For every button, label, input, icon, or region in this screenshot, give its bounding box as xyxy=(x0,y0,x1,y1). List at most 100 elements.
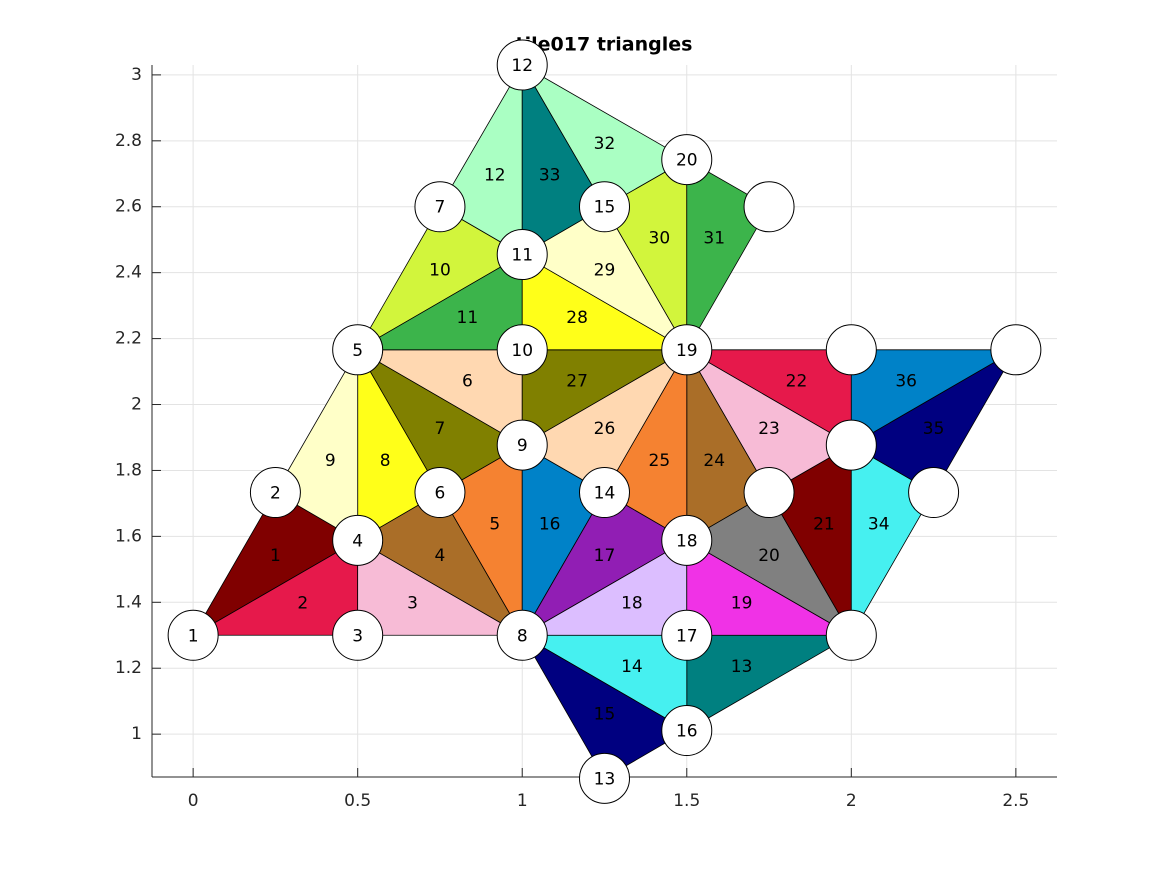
chart-title: tile017 triangles xyxy=(516,34,693,56)
node-label: 2 xyxy=(270,484,281,504)
triangle-label: 21 xyxy=(813,514,835,534)
node xyxy=(496,419,548,471)
node xyxy=(579,752,630,804)
triangle-label: 9 xyxy=(325,451,336,471)
node xyxy=(661,705,713,757)
x-tick-label: 2.5 xyxy=(1002,791,1029,811)
node xyxy=(743,467,795,519)
triangle-label: 7 xyxy=(435,419,446,439)
triangle-label: 25 xyxy=(649,451,671,471)
node xyxy=(249,467,301,519)
x-tick-label: 1.5 xyxy=(673,791,700,811)
y-tick-label: 2.8 xyxy=(115,131,142,151)
triangle-label: 2 xyxy=(297,594,308,614)
node xyxy=(579,467,630,519)
node xyxy=(661,609,713,661)
node-label: 3 xyxy=(352,626,363,646)
node-label: 11 xyxy=(511,246,533,266)
node-label: 18 xyxy=(676,531,698,551)
triangle-label: 18 xyxy=(621,594,643,614)
x-tick-label: 0.5 xyxy=(344,791,371,811)
node-label: 9 xyxy=(517,436,528,456)
node xyxy=(825,324,877,376)
node-label: 7 xyxy=(435,198,446,218)
node-label: 10 xyxy=(511,341,533,361)
node-label: 13 xyxy=(594,769,616,789)
node-label: 16 xyxy=(676,722,698,742)
node-label: 19 xyxy=(676,341,698,361)
node xyxy=(332,324,384,376)
triangle-label: 4 xyxy=(435,546,446,566)
node xyxy=(496,609,548,661)
x-tick-label: 1 xyxy=(517,791,528,811)
node-label: 5 xyxy=(352,341,363,361)
node xyxy=(990,324,1042,376)
triangle-label: 5 xyxy=(489,514,500,534)
triangle-label: 29 xyxy=(594,260,616,280)
node xyxy=(743,181,795,233)
node-label: 14 xyxy=(594,484,616,504)
node xyxy=(825,609,877,661)
node xyxy=(496,229,548,281)
triangle-label: 24 xyxy=(703,451,725,471)
y-tick-label: 2.4 xyxy=(115,263,142,283)
node-label: 17 xyxy=(676,626,698,646)
node-label: 6 xyxy=(435,484,446,504)
triangle-label: 28 xyxy=(566,308,588,328)
triangle xyxy=(850,349,1018,446)
triangle-label: 31 xyxy=(703,229,725,249)
triangle-label: 12 xyxy=(484,165,506,185)
node xyxy=(414,467,466,519)
node xyxy=(661,514,713,566)
triangle-label: 33 xyxy=(539,165,561,185)
node-label: 1 xyxy=(188,626,199,646)
node-label: 20 xyxy=(676,151,698,171)
node xyxy=(661,324,713,376)
y-tick-label: 1.2 xyxy=(115,658,142,678)
y-tick-label: 1.8 xyxy=(115,460,142,480)
triangle-label: 27 xyxy=(566,372,588,392)
y-tick-label: 2 xyxy=(131,395,142,415)
triangle-label: 34 xyxy=(868,514,890,534)
triangle-label: 23 xyxy=(758,419,780,439)
y-tick-label: 1.4 xyxy=(115,592,142,612)
triangle-label: 19 xyxy=(731,594,753,614)
triangle-label: 30 xyxy=(649,229,671,249)
node-label: 12 xyxy=(511,56,533,76)
y-tick-label: 1 xyxy=(131,724,142,744)
triangle-label: 15 xyxy=(594,705,616,725)
x-tick-label: 0 xyxy=(188,791,199,811)
triangle-label: 1 xyxy=(270,546,281,566)
node-label: 8 xyxy=(517,626,528,646)
y-tick-label: 2.2 xyxy=(115,329,142,349)
node-label: 4 xyxy=(352,531,363,551)
triangle-label: 22 xyxy=(786,372,808,392)
node xyxy=(332,514,384,566)
node-label: 15 xyxy=(594,198,616,218)
triangle-label: 6 xyxy=(462,372,473,392)
y-tick-label: 1.6 xyxy=(115,526,142,546)
triangle-label: 17 xyxy=(594,546,616,566)
triangle-label: 10 xyxy=(429,260,451,280)
triangle-label: 26 xyxy=(594,419,616,439)
node xyxy=(579,181,630,233)
y-tick-label: 2.6 xyxy=(115,197,142,217)
node xyxy=(661,134,713,186)
node xyxy=(908,467,960,519)
triangle-label: 8 xyxy=(380,451,391,471)
triangle-label: 20 xyxy=(758,546,780,566)
triangle-label: 11 xyxy=(457,308,479,328)
y-tick-label: 3 xyxy=(131,65,142,85)
triangle-label: 13 xyxy=(731,657,753,677)
triangle-label: 35 xyxy=(923,419,945,439)
node xyxy=(496,39,548,91)
triangle-label: 14 xyxy=(621,657,643,677)
node xyxy=(332,609,384,661)
triangle-label: 32 xyxy=(594,134,616,154)
triangle-label: 36 xyxy=(895,372,917,392)
axes: 0 0.5 1 1.5 2 2.5 1 1.2 1.4 1.6 1.8 2 2.2 2.4 2.6 2.8 3 xyxy=(115,65,1057,811)
node xyxy=(496,324,548,376)
node xyxy=(825,419,877,471)
